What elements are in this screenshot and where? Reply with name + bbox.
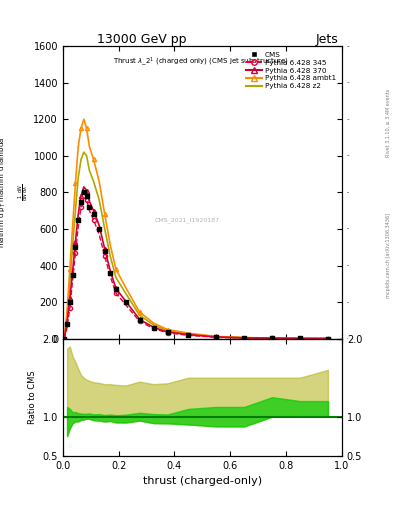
X-axis label: thrust (charged-only): thrust (charged-only) bbox=[143, 476, 262, 486]
Point bbox=[325, 334, 331, 343]
Text: Jets: Jets bbox=[315, 33, 338, 46]
Point bbox=[83, 192, 90, 200]
Point bbox=[136, 316, 143, 325]
Point bbox=[96, 225, 102, 233]
Y-axis label: mathrm d$^2$N
mathrm d p$_T$ mathrm d lambda

$\frac{1}{\mathrm{d}N}\,\frac{\mat: mathrm d$^2$N mathrm d p$_T$ mathrm d la… bbox=[0, 137, 31, 248]
Text: Thrust $\lambda\_2^1$ (charged only) (CMS jet substructure): Thrust $\lambda\_2^1$ (charged only) (CM… bbox=[113, 55, 289, 68]
Point bbox=[213, 333, 220, 342]
Point bbox=[72, 243, 79, 251]
Point bbox=[241, 334, 248, 342]
Point bbox=[86, 203, 92, 211]
Point bbox=[123, 298, 129, 306]
Point bbox=[81, 188, 87, 197]
Point bbox=[75, 216, 81, 224]
Point bbox=[151, 324, 157, 332]
Text: Rivet 3.1.10, ≥ 3.4M events: Rivet 3.1.10, ≥ 3.4M events bbox=[386, 89, 391, 157]
Text: mcplots.cern.ch [arXiv:1306.3436]: mcplots.cern.ch [arXiv:1306.3436] bbox=[386, 214, 391, 298]
Point bbox=[64, 320, 70, 328]
Point bbox=[78, 198, 84, 206]
Point bbox=[113, 285, 119, 293]
Point bbox=[269, 334, 275, 343]
Y-axis label: Ratio to CMS: Ratio to CMS bbox=[28, 370, 37, 424]
Point bbox=[67, 298, 73, 306]
Point bbox=[107, 269, 114, 277]
Point bbox=[102, 247, 108, 255]
Point bbox=[61, 334, 68, 343]
Point bbox=[164, 328, 171, 336]
Point bbox=[297, 334, 303, 343]
Text: 13000 GeV pp: 13000 GeV pp bbox=[97, 33, 186, 46]
Point bbox=[70, 270, 76, 279]
Text: CMS_2021_I1920187: CMS_2021_I1920187 bbox=[155, 218, 220, 223]
Point bbox=[90, 210, 97, 219]
Legend: CMS, Pythia 6.428 345, Pythia 6.428 370, Pythia 6.428 ambt1, Pythia 6.428 z2: CMS, Pythia 6.428 345, Pythia 6.428 370,… bbox=[244, 50, 338, 92]
Point bbox=[185, 331, 192, 339]
